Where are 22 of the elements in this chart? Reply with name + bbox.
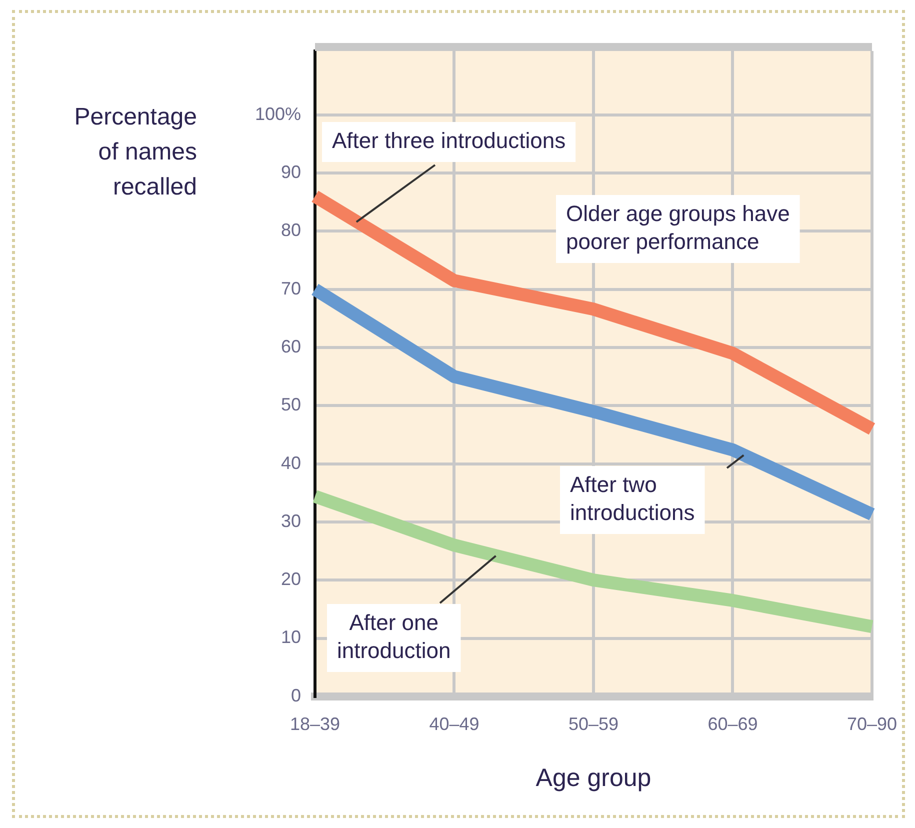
x-tick-label: 60–69 <box>708 714 758 734</box>
text: After three introductions <box>332 128 566 154</box>
y-tick-label: 0 <box>290 685 301 706</box>
y-tick-label: 20 <box>280 569 301 590</box>
y-tick-label: 80 <box>280 220 301 240</box>
text: After one introduction <box>336 610 451 664</box>
y-tick-label: 40 <box>280 452 301 473</box>
y-tick-label: 70 <box>280 278 301 298</box>
y-axis-title: Percentage of names recalled <box>74 104 197 201</box>
y-tick-label: 10 <box>280 627 301 648</box>
y-tick-label: 100% <box>254 104 301 124</box>
x-tick-label: 40–49 <box>429 714 480 734</box>
y-tick-label: 90 <box>280 162 301 182</box>
x-tick-label: 70–90 <box>846 714 898 734</box>
x-tick-label: 18–39 <box>290 714 340 734</box>
y-tick-label: 50 <box>280 394 301 415</box>
x-tick-label: 50–59 <box>568 714 619 734</box>
y-tick-label: 60 <box>280 336 301 357</box>
y-tick-label: 30 <box>280 510 301 531</box>
annotation: Older age groups have poorer performance <box>566 201 790 254</box>
series-label: After two introductions <box>570 472 695 526</box>
x-axis-title: Age group <box>536 764 652 792</box>
